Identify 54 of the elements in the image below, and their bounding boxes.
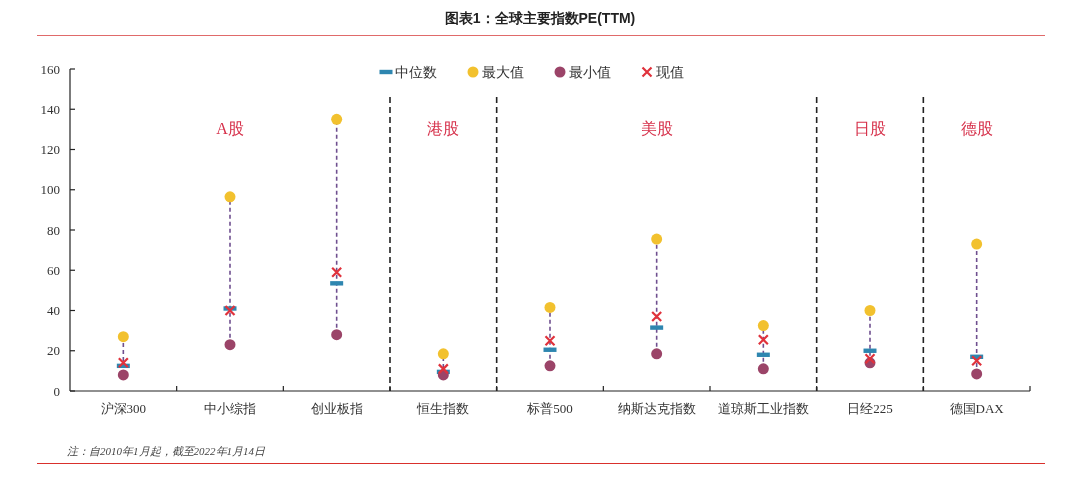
x-tick-label: 创业板指 xyxy=(310,401,363,416)
point xyxy=(757,320,769,332)
y-tick-label: 60 xyxy=(47,262,60,278)
y-tick-label: 100 xyxy=(40,182,60,198)
point xyxy=(437,348,449,360)
point xyxy=(117,357,129,369)
annotation: 港股 xyxy=(427,120,460,137)
y-tick-label: 40 xyxy=(47,303,60,319)
y-tick-label: 20 xyxy=(47,343,60,359)
point xyxy=(971,238,983,250)
y-tick-label: 160 xyxy=(40,61,60,77)
point xyxy=(224,304,236,317)
legend-label: 最小值 xyxy=(569,64,611,80)
point xyxy=(117,369,129,381)
point xyxy=(864,353,876,365)
annotation: A股 xyxy=(216,120,244,137)
y-tick-label: 0 xyxy=(53,383,60,399)
x-tick-label: 恒生指数 xyxy=(416,401,470,416)
chart-title: 图表1：全球主要指数PE(TTM) xyxy=(444,10,636,26)
point xyxy=(864,305,876,316)
point xyxy=(117,331,129,343)
x-tick-label: 标普500 xyxy=(526,401,573,416)
legend-label: 中位数 xyxy=(395,64,437,80)
point xyxy=(331,113,343,125)
point xyxy=(437,363,449,375)
point xyxy=(651,310,663,323)
point xyxy=(757,363,769,375)
annotation: 日股 xyxy=(854,120,886,137)
text: 注：自2010年1月起，截至2022年1月14日 xyxy=(67,445,266,457)
point xyxy=(544,335,556,347)
legend-label: 现值 xyxy=(656,64,684,80)
point xyxy=(651,233,663,245)
y-tick-label: 120 xyxy=(40,142,60,158)
legend-label: 最大值 xyxy=(482,64,524,80)
x-tick-label: 日经225 xyxy=(847,401,893,416)
y-tick-label: 80 xyxy=(47,222,60,238)
annotation: 德股 xyxy=(960,120,993,137)
x-tick-label: 道琼斯工业指数 xyxy=(717,401,809,416)
point xyxy=(331,266,343,278)
point xyxy=(544,301,556,313)
x-tick-label: 沪深300 xyxy=(100,401,147,416)
point xyxy=(651,348,663,360)
x-tick-label: 纳斯达克指数 xyxy=(617,401,696,416)
point xyxy=(331,329,343,341)
y-tick-label: 140 xyxy=(40,101,60,117)
annotation: 美股 xyxy=(640,120,673,137)
point xyxy=(224,191,236,203)
x-tick-label: 德国DAX xyxy=(949,401,1005,416)
point xyxy=(544,360,556,372)
x-tick-label: 中小综指 xyxy=(204,401,256,416)
point xyxy=(757,334,769,346)
point xyxy=(971,368,983,380)
point xyxy=(971,355,983,367)
point xyxy=(224,339,236,351)
